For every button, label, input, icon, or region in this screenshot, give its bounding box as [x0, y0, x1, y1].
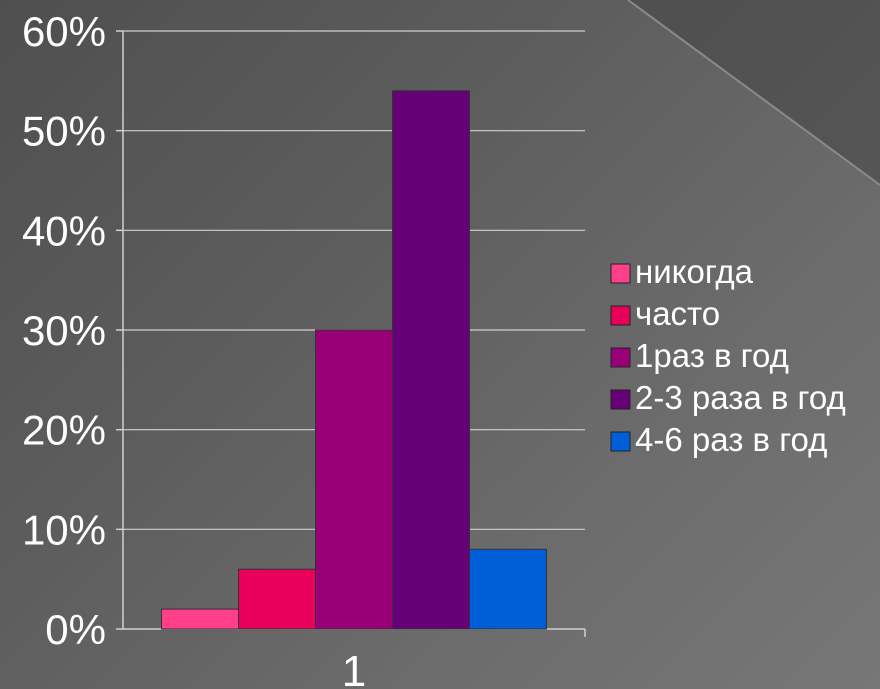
- bar-2: [238, 568, 316, 630]
- legend-swatch: [610, 305, 631, 326]
- y-tick-label: 10%: [22, 506, 106, 553]
- legend-swatch: [610, 389, 631, 410]
- y-tick-label: 60%: [22, 8, 106, 55]
- legend-swatch: [610, 263, 631, 284]
- y-tick-label: 20%: [22, 407, 106, 454]
- legend-label: часто: [635, 295, 720, 332]
- legend-swatch: [610, 431, 631, 452]
- legend-label: никогда: [635, 253, 754, 290]
- legend-label: 2-3 раза в год: [635, 379, 846, 416]
- legend-swatch: [610, 347, 631, 368]
- x-category-label: 1: [342, 647, 366, 689]
- y-tick-label: 30%: [22, 307, 106, 354]
- bar-5: [469, 548, 547, 630]
- bar-1: [161, 608, 239, 630]
- legend-label: 1раз в год: [635, 337, 789, 374]
- background-corner-line: [627, 0, 880, 186]
- y-tick-label: 0%: [45, 606, 106, 653]
- bar-3: [315, 329, 393, 630]
- legend-label: 4-6 раз в год: [635, 421, 827, 458]
- bar-4: [392, 90, 470, 630]
- y-axis-tick-labels: 0% 10% 20% 30% 40% 50% 60%: [22, 8, 106, 653]
- bars: [161, 90, 547, 630]
- x-axis-category-labels: 1: [342, 647, 366, 689]
- legend: никогда часто 1раз в год 2-3 раза в год 4-6 …: [610, 253, 846, 458]
- y-tick-label: 50%: [22, 108, 106, 155]
- y-tick-label: 40%: [22, 207, 106, 254]
